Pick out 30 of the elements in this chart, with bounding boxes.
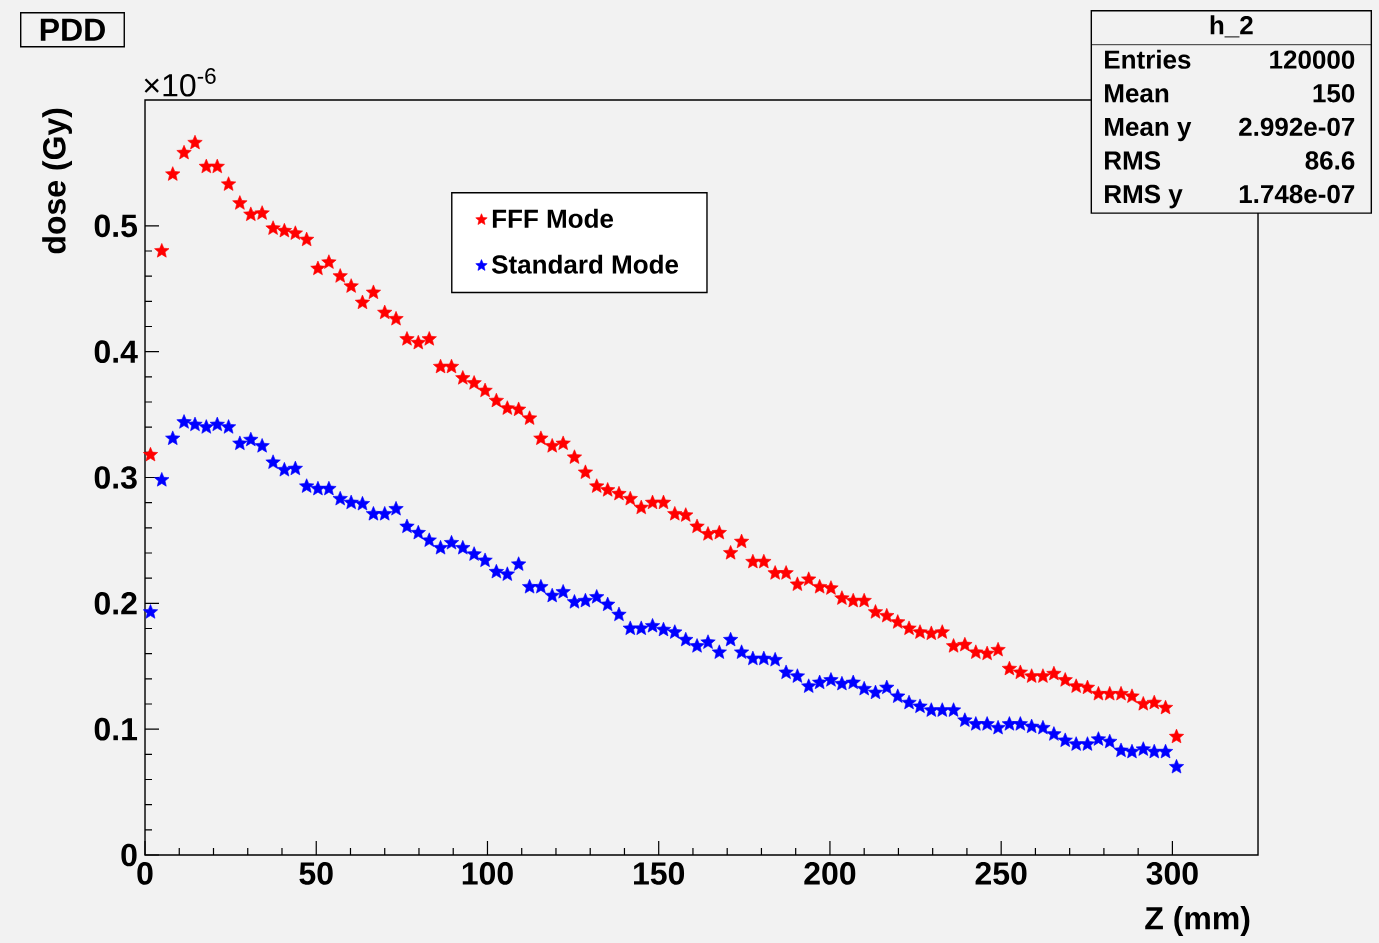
text: h_2 xyxy=(1210,15,1253,38)
x-axis-title: Z (mm) xyxy=(1145,906,1250,936)
annotation: Mean xyxy=(1105,84,1169,103)
legend-label: FFF Mode xyxy=(492,208,614,228)
y-tick-label: 0.2 xyxy=(94,592,137,615)
x-tick-label: 0 xyxy=(137,862,153,885)
y-tick-label: 0.1 xyxy=(94,717,138,741)
y-tick-label: 0 xyxy=(121,843,137,867)
text: 86.6 xyxy=(1305,151,1355,170)
y-tick-label: 0.4 xyxy=(94,340,138,363)
x-tick-label: 250 xyxy=(975,862,1027,885)
annotation: RMS y xyxy=(1105,184,1183,209)
x-tick-label: 50 xyxy=(299,862,333,885)
text: 120000 xyxy=(1270,50,1355,69)
y-axis-title: dose (Gy) xyxy=(42,108,73,254)
y-tick-label: 0.3 xyxy=(94,466,137,489)
annotation: 1.748e-07 xyxy=(1239,184,1355,204)
annotation: RMS xyxy=(1105,151,1161,170)
x-tick-label: 100 xyxy=(462,862,513,885)
x-tick-label: 150 xyxy=(634,862,685,885)
y-tick-label: 0.5 xyxy=(94,214,138,238)
chart-title: PDD xyxy=(40,18,105,41)
annotation: Mean y xyxy=(1105,117,1192,142)
x-tick-label: 300 xyxy=(1146,862,1198,885)
text: Entries xyxy=(1105,49,1191,69)
text: 150 xyxy=(1313,84,1355,103)
text: ×10$^{-6}$ xyxy=(144,68,216,97)
legend-label: Standard Mode xyxy=(491,254,679,274)
x-tick-label: 200 xyxy=(804,862,856,885)
annotation: 2.992e-07 xyxy=(1239,117,1355,137)
